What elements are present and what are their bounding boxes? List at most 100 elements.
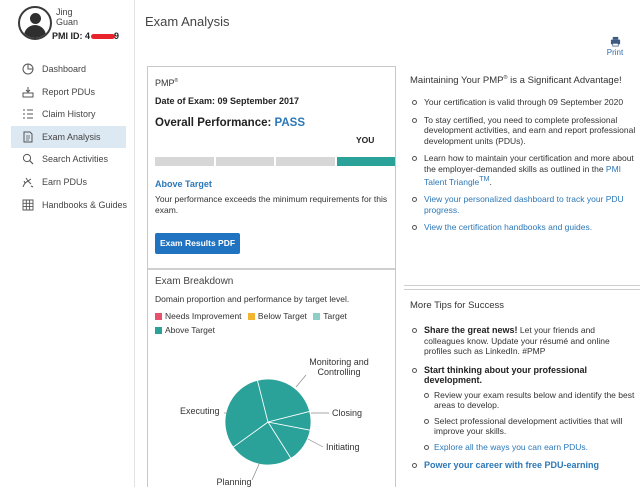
legend-item: Above Target [155, 325, 215, 335]
divider [404, 285, 640, 286]
performance-bar [155, 157, 395, 166]
certification-name: PMP® [155, 78, 179, 88]
list-item: View the certification handbooks and gui… [410, 222, 636, 233]
sidebar-item-search-activities[interactable]: Search Activities [11, 148, 126, 171]
list-item: Explore all the ways you can earn PDUs. [424, 442, 636, 453]
legend-item: Below Target [247, 311, 307, 321]
sidebar-item-dashboard[interactable]: Dashboard [11, 58, 126, 81]
user-first-name: Jing [56, 7, 73, 17]
list-item: Your certification is valid through 09 S… [410, 97, 636, 108]
sidebar-nav: Dashboard Report PDUs Claim History Exam… [11, 58, 128, 217]
sidebar-item-label: Dashboard [42, 64, 87, 74]
document-icon [22, 131, 34, 143]
list-item: Select professional development activiti… [424, 416, 636, 437]
exam-breakdown-pie-chart: Initiating Planning Executing Monitoring an… [180, 357, 369, 487]
legend-label: Below Target [257, 311, 307, 321]
sidebar-item-label: Search Activities [42, 154, 109, 165]
tips-list: Share the great news! Let your friends a… [410, 325, 636, 479]
handbooks-link[interactable]: View the certification handbooks and gui… [424, 222, 593, 233]
list-item: Learn how to maintain your certification… [410, 153, 636, 187]
page-title: Exam Analysis [145, 14, 230, 29]
sidebar-divider [134, 0, 135, 487]
sidebar-item-earn-pdus[interactable]: Earn PDUs [11, 171, 126, 194]
list-icon [22, 108, 34, 120]
performance-segment [276, 157, 335, 166]
search-icon [22, 153, 34, 165]
exam-breakdown-description: Domain proportion and performance by tar… [155, 294, 350, 304]
power-career-link[interactable]: Power your career with free PDU-earning [424, 460, 600, 470]
list-item: Start thinking about your professional d… [410, 365, 636, 453]
pie-slice-executing[interactable] [224, 379, 269, 448]
performance-segment [215, 157, 274, 166]
sidebar-item-label: Claim History [42, 109, 96, 120]
earn-pdus-link[interactable]: Explore all the ways you can earn PDUs. [434, 441, 589, 452]
pie-slice-monitoring-and-controlling[interactable] [256, 378, 311, 423]
list-item: View your personalized dashboard to trac… [410, 194, 636, 215]
legend-swatch [247, 313, 255, 320]
pie-leader-line [307, 438, 324, 448]
redaction-mark [91, 34, 116, 40]
pie-slice-label: Monitoring and Controlling [309, 357, 369, 377]
chart-legend: Needs Improvement Below Target Target Ab… [155, 309, 391, 337]
list-item: Review your exam results below and ident… [424, 390, 636, 411]
printer-icon [610, 36, 620, 47]
list-item: Share the great news! Let your friends a… [410, 325, 636, 357]
pie-slice-label: Initiating [326, 442, 360, 452]
sidebar-item-handbooks-guides[interactable]: Handbooks & Guides [11, 194, 128, 217]
legend-swatch [313, 313, 321, 320]
pie-slice-closing[interactable] [267, 410, 312, 431]
divider [404, 289, 640, 290]
exam-results-card: PMP® Date of Exam: 09 September 2017 Ove… [147, 66, 396, 487]
you-marker-label: YOU [356, 135, 375, 145]
list-item: To stay certified, you need to complete … [410, 115, 636, 147]
legend-label: Needs Improvement [165, 311, 242, 321]
avatar[interactable] [18, 6, 52, 40]
exam-breakdown-title: Exam Breakdown [155, 276, 234, 287]
earn-icon [22, 176, 34, 188]
sub-list: Review your exam results below and ident… [424, 390, 636, 453]
pie-slice-label: Closing [332, 408, 362, 418]
pie-slice-planning[interactable] [232, 421, 292, 466]
dashboard-icon [22, 63, 34, 75]
maintain-list: Your certification is valid through 09 S… [410, 97, 636, 240]
grid-icon [22, 199, 34, 211]
pie-slice-label: Executing [180, 406, 220, 416]
divider [148, 268, 395, 270]
legend-label: Target [323, 311, 347, 321]
sidebar-item-report-pdus[interactable]: Report PDUs [11, 81, 126, 104]
tips-title: More Tips for Success [410, 300, 504, 311]
sidebar-item-label: Handbooks & Guides [42, 199, 128, 210]
performance-level-description: Your performance exceeds the minimum req… [155, 194, 388, 215]
maintain-certification-title: Maintaining Your PMP® is a Significant A… [410, 75, 622, 87]
performance-segment [155, 157, 214, 166]
pdu-dashboard-link[interactable]: View your personalized dashboard to trac… [424, 194, 624, 215]
overall-result: PASS [274, 117, 305, 129]
pie-slice-label: Planning [216, 477, 251, 487]
legend-item: Needs Improvement [155, 311, 242, 321]
performance-segment [336, 157, 395, 166]
pie-leader-line [251, 461, 261, 481]
print-button[interactable]: Print [600, 36, 630, 57]
sidebar-item-label: Exam Analysis [42, 131, 101, 142]
pie-leader-line [295, 374, 307, 388]
exam-results-pdf-button[interactable]: Exam Results PDF [155, 233, 240, 254]
legend-label: Above Target [165, 325, 215, 335]
right-panel: Maintaining Your PMP® is a Significant A… [404, 66, 640, 487]
overall-performance: Overall Performance: PASS [155, 117, 305, 129]
list-item: Power your career with free PDU-earning [410, 460, 636, 471]
sidebar-item-exam-analysis[interactable]: Exam Analysis [11, 125, 126, 149]
exam-date: Date of Exam: 09 September 2017 [155, 96, 300, 106]
legend-swatch [155, 327, 162, 334]
pmi-talent-triangle-link[interactable]: PMI Talent TriangleTM [424, 163, 622, 187]
sidebar-item-claim-history[interactable]: Claim History [11, 103, 126, 126]
print-label: Print [606, 48, 624, 57]
user-last-name: Guan [56, 17, 79, 27]
sidebar-item-label: Report PDUs [42, 86, 96, 97]
sidebar-item-label: Earn PDUs [42, 176, 88, 187]
legend-swatch [155, 313, 162, 320]
performance-level-title: Above Target [155, 179, 212, 189]
legend-item: Target [313, 311, 347, 321]
